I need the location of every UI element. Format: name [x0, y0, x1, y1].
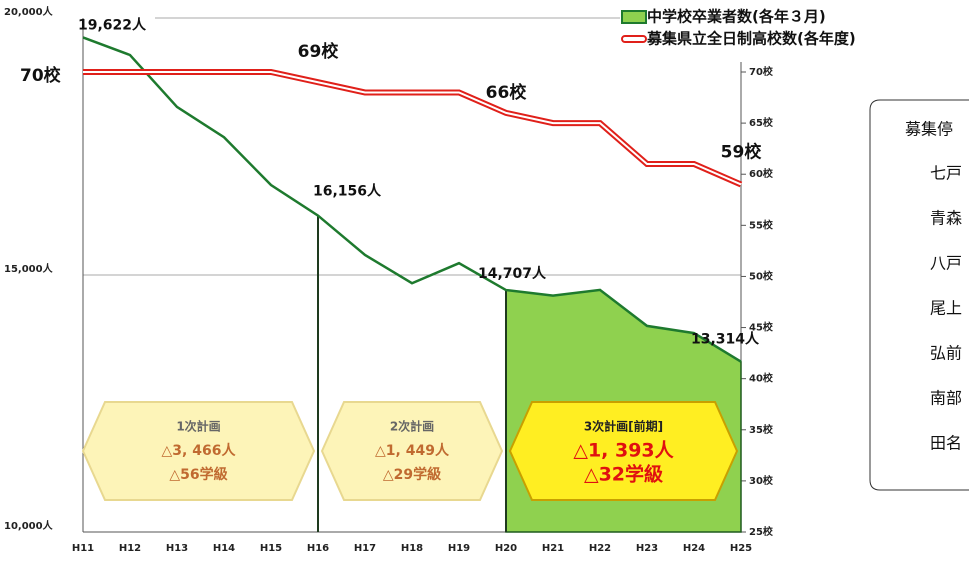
- side-panel-item: 八戸: [930, 254, 962, 273]
- phase-classes: △56学級: [169, 466, 227, 483]
- side-panel-item: 七戸: [930, 164, 962, 183]
- y2-tick-label: 70校: [749, 65, 774, 78]
- phase-arrow: [320, 401, 504, 501]
- legend-label: 募集県立全日制高校数(各年度): [646, 30, 856, 48]
- side-panel-item: 青森: [930, 209, 962, 228]
- x-tick-label: H18: [401, 543, 423, 554]
- data-label: 13,314人: [691, 331, 760, 348]
- phase-classes: △32学級: [584, 463, 663, 486]
- legend-label: 中学校卒業者数(各年３月): [647, 8, 826, 26]
- x-tick-label: H19: [448, 543, 470, 554]
- y-tick-label: 10,000人: [4, 519, 54, 532]
- series-line: [83, 71, 742, 186]
- x-tick-label: H17: [354, 543, 376, 554]
- side-panel-item: 尾上: [930, 299, 962, 318]
- x-tick-label: H11: [72, 543, 94, 554]
- y2-tick-label: 45校: [749, 321, 774, 334]
- y2-tick-label: 40校: [749, 372, 774, 385]
- y2-tick-label: 35校: [749, 423, 774, 436]
- y2-tick-label: 50校: [749, 269, 774, 282]
- x-tick-label: H13: [166, 543, 188, 554]
- data-label: 59校: [721, 141, 763, 162]
- x-tick-label: H21: [542, 543, 564, 554]
- phase-arrow: [81, 401, 316, 501]
- series-line-outline: [83, 69, 743, 188]
- data-label: 19,622人: [78, 16, 147, 33]
- y2-tick-label: 55校: [749, 218, 774, 231]
- side-panel-item: 南部: [930, 389, 962, 408]
- y2-tick-label: 65校: [749, 116, 774, 129]
- y-tick-label: 15,000人: [4, 262, 54, 275]
- phase-label: 2次計画: [390, 419, 434, 434]
- y-tick-label: 20,000人: [4, 5, 54, 18]
- phase-students: △3, 466人: [162, 442, 237, 459]
- phase-classes: △29学級: [383, 466, 441, 483]
- data-label: 16,156人: [313, 183, 382, 200]
- y2-tick-label: 30校: [749, 474, 774, 487]
- legend-swatch: [621, 10, 647, 24]
- y2-tick-label: 60校: [749, 167, 774, 180]
- data-label: 70校: [20, 65, 62, 86]
- side-panel-title: 募集停: [905, 120, 953, 139]
- x-tick-label: H15: [260, 543, 282, 554]
- x-tick-label: H23: [636, 543, 658, 554]
- data-label: 69校: [298, 41, 340, 62]
- x-tick-label: H14: [213, 543, 235, 554]
- side-panel-item: 弘前: [930, 344, 962, 363]
- side-panel-item: 田名: [930, 434, 962, 453]
- data-label: 66校: [486, 82, 528, 103]
- x-tick-label: H24: [683, 543, 705, 554]
- side-panel-border: [869, 99, 969, 491]
- x-tick-label: H22: [589, 543, 611, 554]
- data-label: 14,707人: [478, 265, 547, 282]
- legend-swatch: [621, 35, 647, 43]
- phase-students: △1, 449人: [375, 442, 450, 459]
- x-tick-label: H20: [495, 543, 517, 554]
- x-tick-label: H25: [730, 543, 752, 554]
- phase-label: 3次計画[前期]: [584, 419, 663, 434]
- phase-arrow: [508, 401, 739, 501]
- series-line: [82, 36, 742, 363]
- phase-label: 1次計画: [176, 419, 220, 434]
- x-tick-label: H16: [307, 543, 329, 554]
- y2-tick-label: 25校: [749, 525, 774, 538]
- x-tick-label: H12: [119, 543, 141, 554]
- phase-students: △1, 393人: [573, 440, 674, 462]
